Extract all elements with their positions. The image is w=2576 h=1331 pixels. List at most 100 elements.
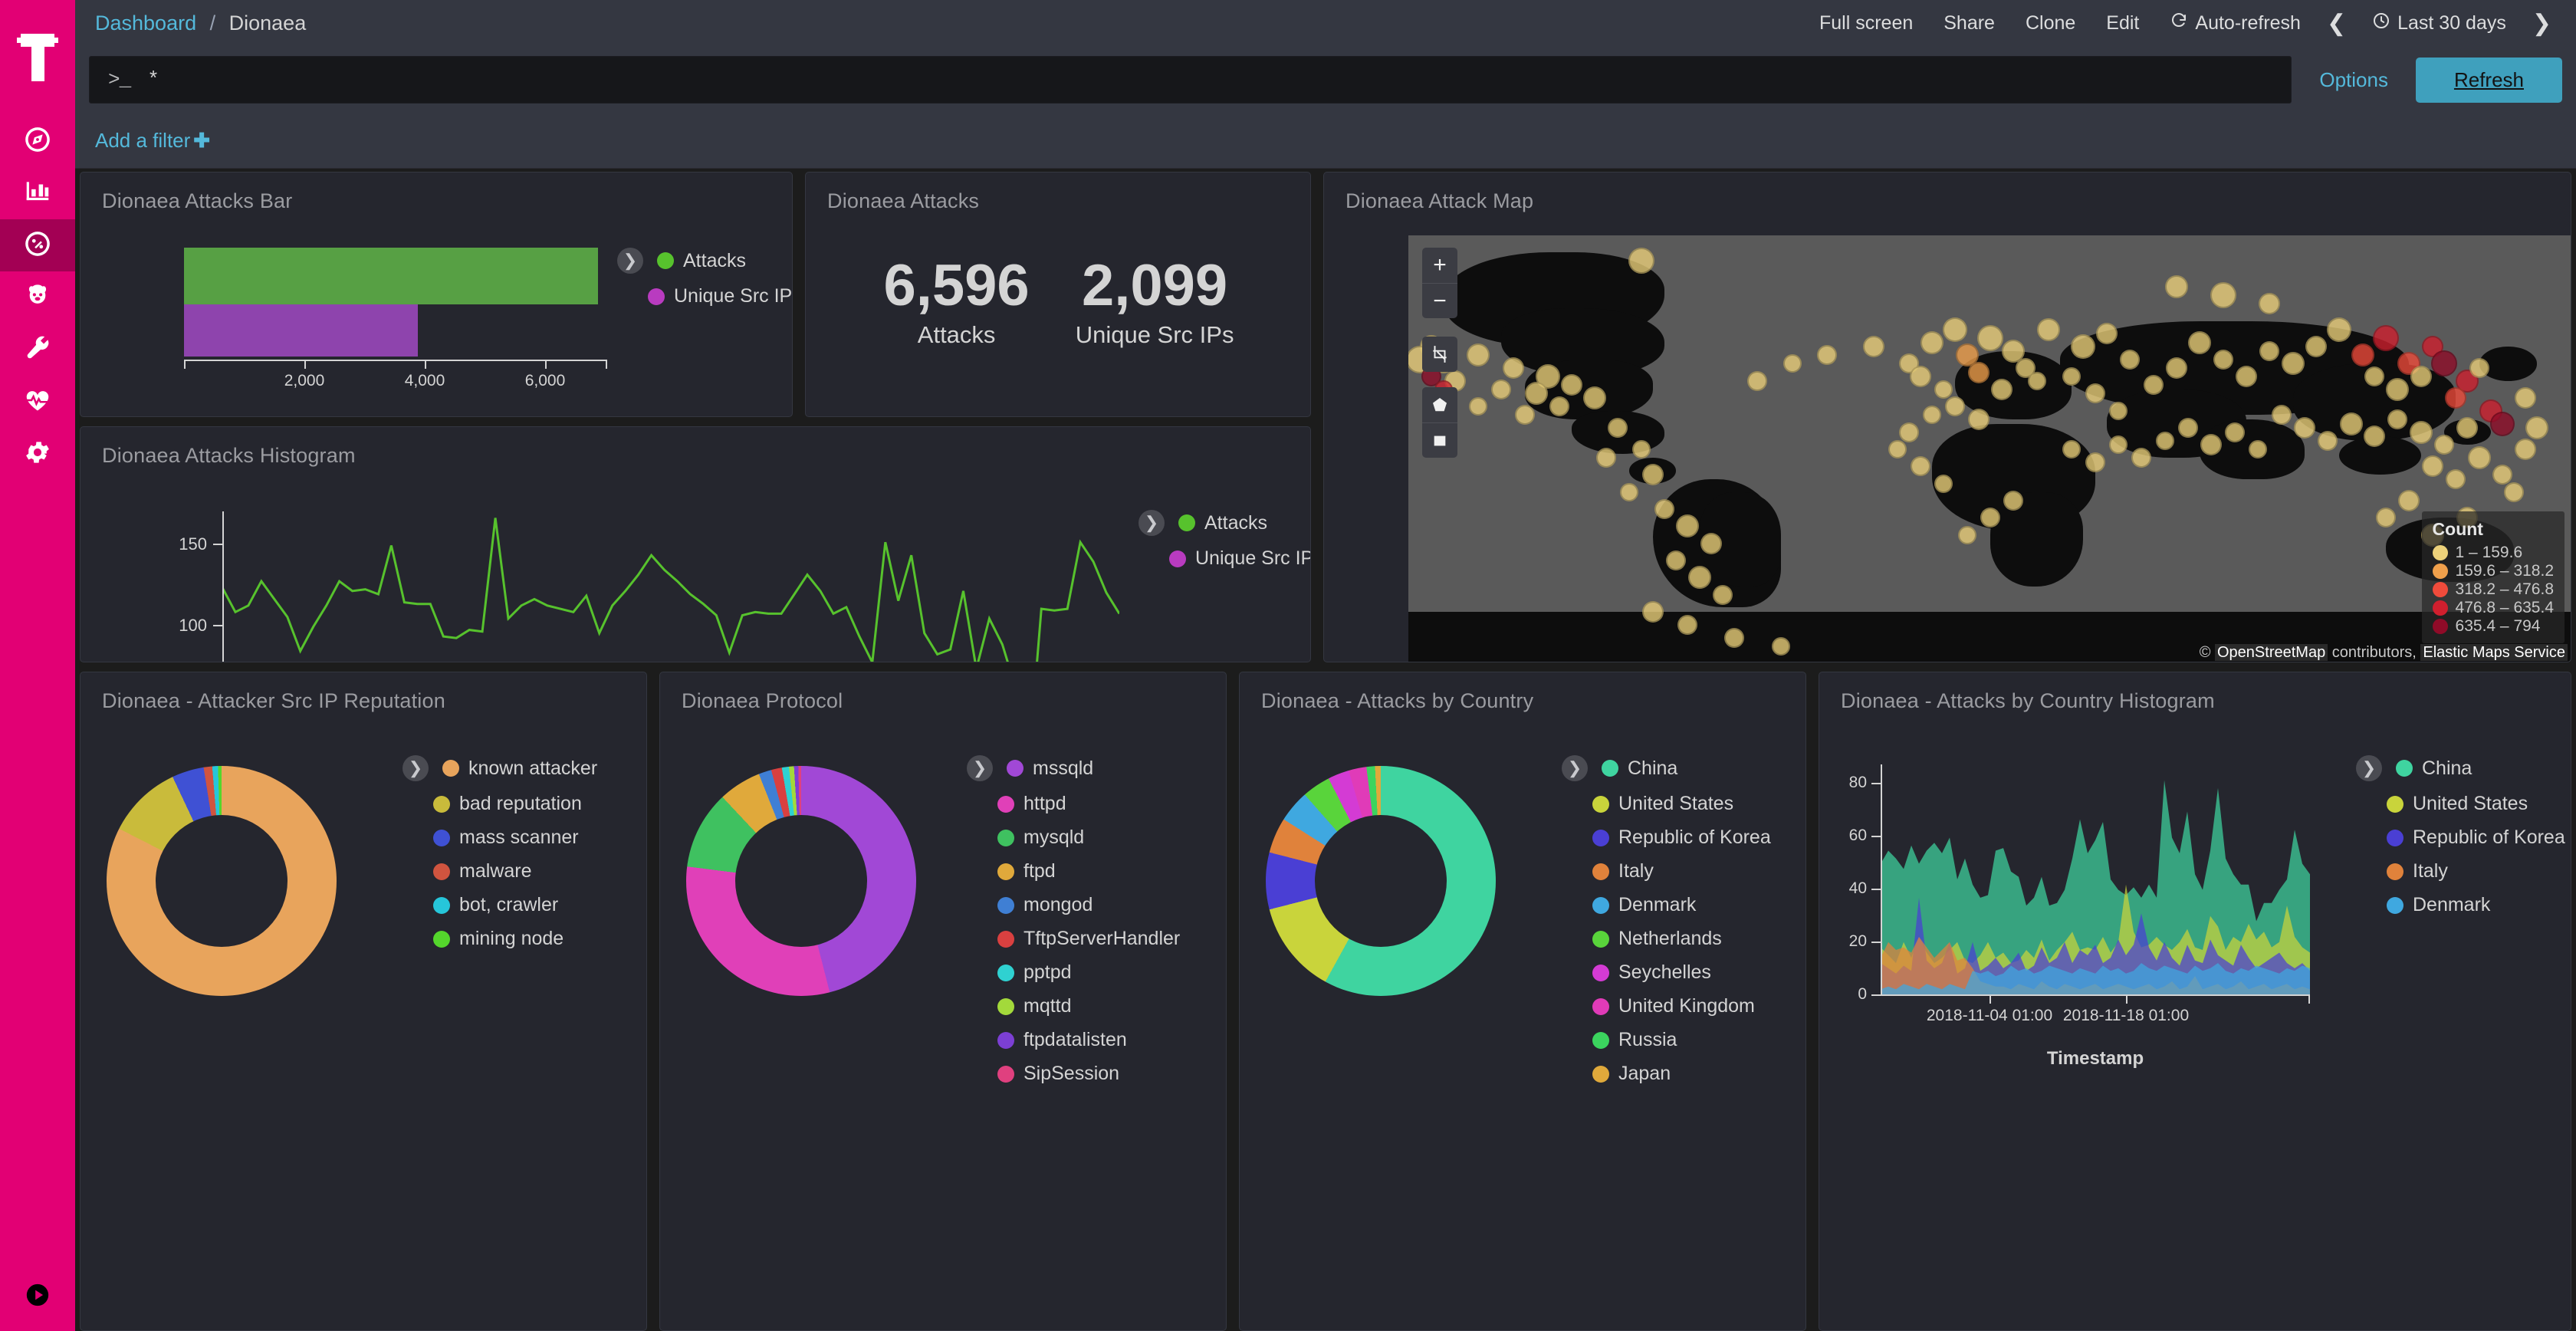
sidebar-item-collapse[interactable] xyxy=(0,1262,75,1331)
legend-item[interactable]: mass scanner xyxy=(402,827,597,849)
map-dot[interactable] xyxy=(1641,464,1664,486)
breadcrumb-dashboard-link[interactable]: Dashboard xyxy=(95,11,197,35)
map-dot[interactable] xyxy=(2376,508,2397,528)
legend-item[interactable]: Russia xyxy=(1562,1029,1771,1051)
map-zoom-controls[interactable]: + − xyxy=(1422,248,1457,318)
legend-item[interactable]: httpd xyxy=(967,793,1180,815)
legend-item[interactable]: Japan xyxy=(1562,1063,1771,1085)
map-dot[interactable] xyxy=(2469,357,2489,378)
map-dot[interactable] xyxy=(2281,352,2305,376)
reputation-donut[interactable] xyxy=(107,766,337,996)
map-dot[interactable] xyxy=(2200,434,2223,456)
legend-item[interactable]: United States xyxy=(2356,793,2565,815)
map-dot[interactable] xyxy=(2235,366,2257,388)
map-dot[interactable] xyxy=(2164,274,2188,298)
map-dot[interactable] xyxy=(2387,409,2408,429)
map-dot[interactable] xyxy=(2504,481,2525,502)
map-dot[interactable] xyxy=(2446,469,2466,490)
time-range-button[interactable]: Last 30 days xyxy=(2357,12,2522,35)
zoom-in-button[interactable]: + xyxy=(1433,252,1447,278)
map-dot[interactable] xyxy=(2351,343,2374,367)
legend-item[interactable]: mqttd xyxy=(967,995,1180,1017)
map-dot[interactable] xyxy=(2492,465,2512,485)
legend-expand-chevron-icon[interactable]: ❯ xyxy=(967,755,993,781)
legend-expand-chevron-icon[interactable]: ❯ xyxy=(1562,755,1588,781)
map-dot[interactable] xyxy=(1943,317,1968,342)
map-dot[interactable] xyxy=(1898,422,1919,442)
legend-item[interactable]: mongod xyxy=(967,894,1180,916)
map-dot[interactable] xyxy=(2364,366,2384,387)
map-dot[interactable] xyxy=(2363,426,2385,448)
map-dot[interactable] xyxy=(2213,349,2233,370)
metric-unique-src-ips[interactable]: 2,099 Unique Src IPs xyxy=(1076,257,1234,349)
map-dot[interactable] xyxy=(2108,401,2128,420)
map-dot[interactable] xyxy=(2095,323,2118,345)
map-dot[interactable] xyxy=(2445,387,2467,409)
legend-item[interactable]: malware xyxy=(402,860,597,882)
legend-expand-chevron-icon[interactable]: ❯ xyxy=(617,248,643,274)
sidebar-item-management[interactable] xyxy=(0,428,75,480)
edit-button[interactable]: Edit xyxy=(2106,12,2140,34)
map-dot[interactable] xyxy=(1491,379,1512,399)
map-dot[interactable] xyxy=(1771,636,1790,656)
map-dot[interactable] xyxy=(2431,350,2458,377)
map-dot[interactable] xyxy=(1888,440,1907,458)
legend-item[interactable]: ftpdatalisten xyxy=(967,1029,1180,1051)
legend-item[interactable]: Denmark xyxy=(2356,894,2565,916)
legend-item[interactable]: mining node xyxy=(402,928,597,950)
map-dot[interactable] xyxy=(1980,508,2000,528)
map-dot[interactable] xyxy=(1957,525,1976,544)
map-dot[interactable] xyxy=(2515,439,2537,460)
map-dot[interactable] xyxy=(1724,627,1745,648)
map-dot[interactable] xyxy=(1863,336,1885,358)
search-input[interactable]: >_ * xyxy=(89,56,2292,104)
legend-item[interactable]: pptpd xyxy=(967,961,1180,984)
map-dot[interactable] xyxy=(1817,345,1838,366)
legend-item[interactable]: bad reputation xyxy=(402,793,597,815)
legend-expand-chevron-icon[interactable]: ❯ xyxy=(2356,755,2382,781)
map-dot[interactable] xyxy=(2085,452,2105,472)
map-dot[interactable] xyxy=(1467,343,1490,367)
map-dot[interactable] xyxy=(2120,349,2141,370)
legend-item[interactable]: United Kingdom xyxy=(1562,995,1771,1017)
map-dot[interactable] xyxy=(2188,330,2212,354)
map-dot[interactable] xyxy=(1977,324,2003,351)
draw-polygon-button[interactable] xyxy=(1422,387,1457,422)
legend-item[interactable]: ❯ China xyxy=(1562,755,1771,781)
full-screen-button[interactable]: Full screen xyxy=(1819,12,1914,34)
legend-expand-chevron-icon[interactable]: ❯ xyxy=(402,755,429,781)
map-dot[interactable] xyxy=(1631,440,1651,458)
map-dot[interactable] xyxy=(1967,361,1990,383)
map-dot[interactable] xyxy=(2249,440,2268,458)
map-dot[interactable] xyxy=(1934,380,1953,399)
legend-item[interactable]: ftpd xyxy=(967,860,1180,882)
legend-item[interactable]: Republic of Korea xyxy=(2356,827,2565,849)
sidebar-item-dashboard[interactable] xyxy=(0,219,75,271)
legend-item[interactable]: ❯ known attacker xyxy=(402,755,597,781)
map-dot[interactable] xyxy=(1549,396,1570,417)
map-dot[interactable] xyxy=(2525,416,2549,440)
protocol-donut[interactable] xyxy=(686,766,916,996)
legend-item[interactable]: Unique Src IPs xyxy=(617,285,792,307)
legend-item[interactable]: mysqld xyxy=(967,827,1180,849)
time-prev-button[interactable]: ❮ xyxy=(2326,10,2347,36)
map-dot[interactable] xyxy=(2062,367,2082,386)
refresh-button[interactable]: Refresh xyxy=(2415,57,2562,103)
map-dot[interactable] xyxy=(2062,440,2082,458)
legend-item[interactable]: Italy xyxy=(1562,860,1771,882)
histogram-lines[interactable] xyxy=(222,511,1119,662)
legend-item[interactable]: ❯ Attacks xyxy=(1138,510,1310,536)
map-dot[interactable] xyxy=(2108,435,2128,455)
map-dot[interactable] xyxy=(2143,375,2164,396)
country-donut[interactable] xyxy=(1266,766,1496,996)
map-dot[interactable] xyxy=(2224,422,2245,442)
add-filter-button[interactable]: Add a filter ✚ xyxy=(95,129,210,153)
sidebar-item-dev-tools[interactable] xyxy=(0,324,75,376)
map-dot[interactable] xyxy=(1620,482,1639,501)
legend-item[interactable]: Republic of Korea xyxy=(1562,827,1771,849)
legend-item[interactable]: Denmark xyxy=(1562,894,1771,916)
options-button[interactable]: Options xyxy=(2319,67,2388,91)
legend-item[interactable]: bot, crawler xyxy=(402,894,597,916)
map-dot[interactable] xyxy=(2410,366,2432,388)
map-dot[interactable] xyxy=(1560,374,1582,396)
